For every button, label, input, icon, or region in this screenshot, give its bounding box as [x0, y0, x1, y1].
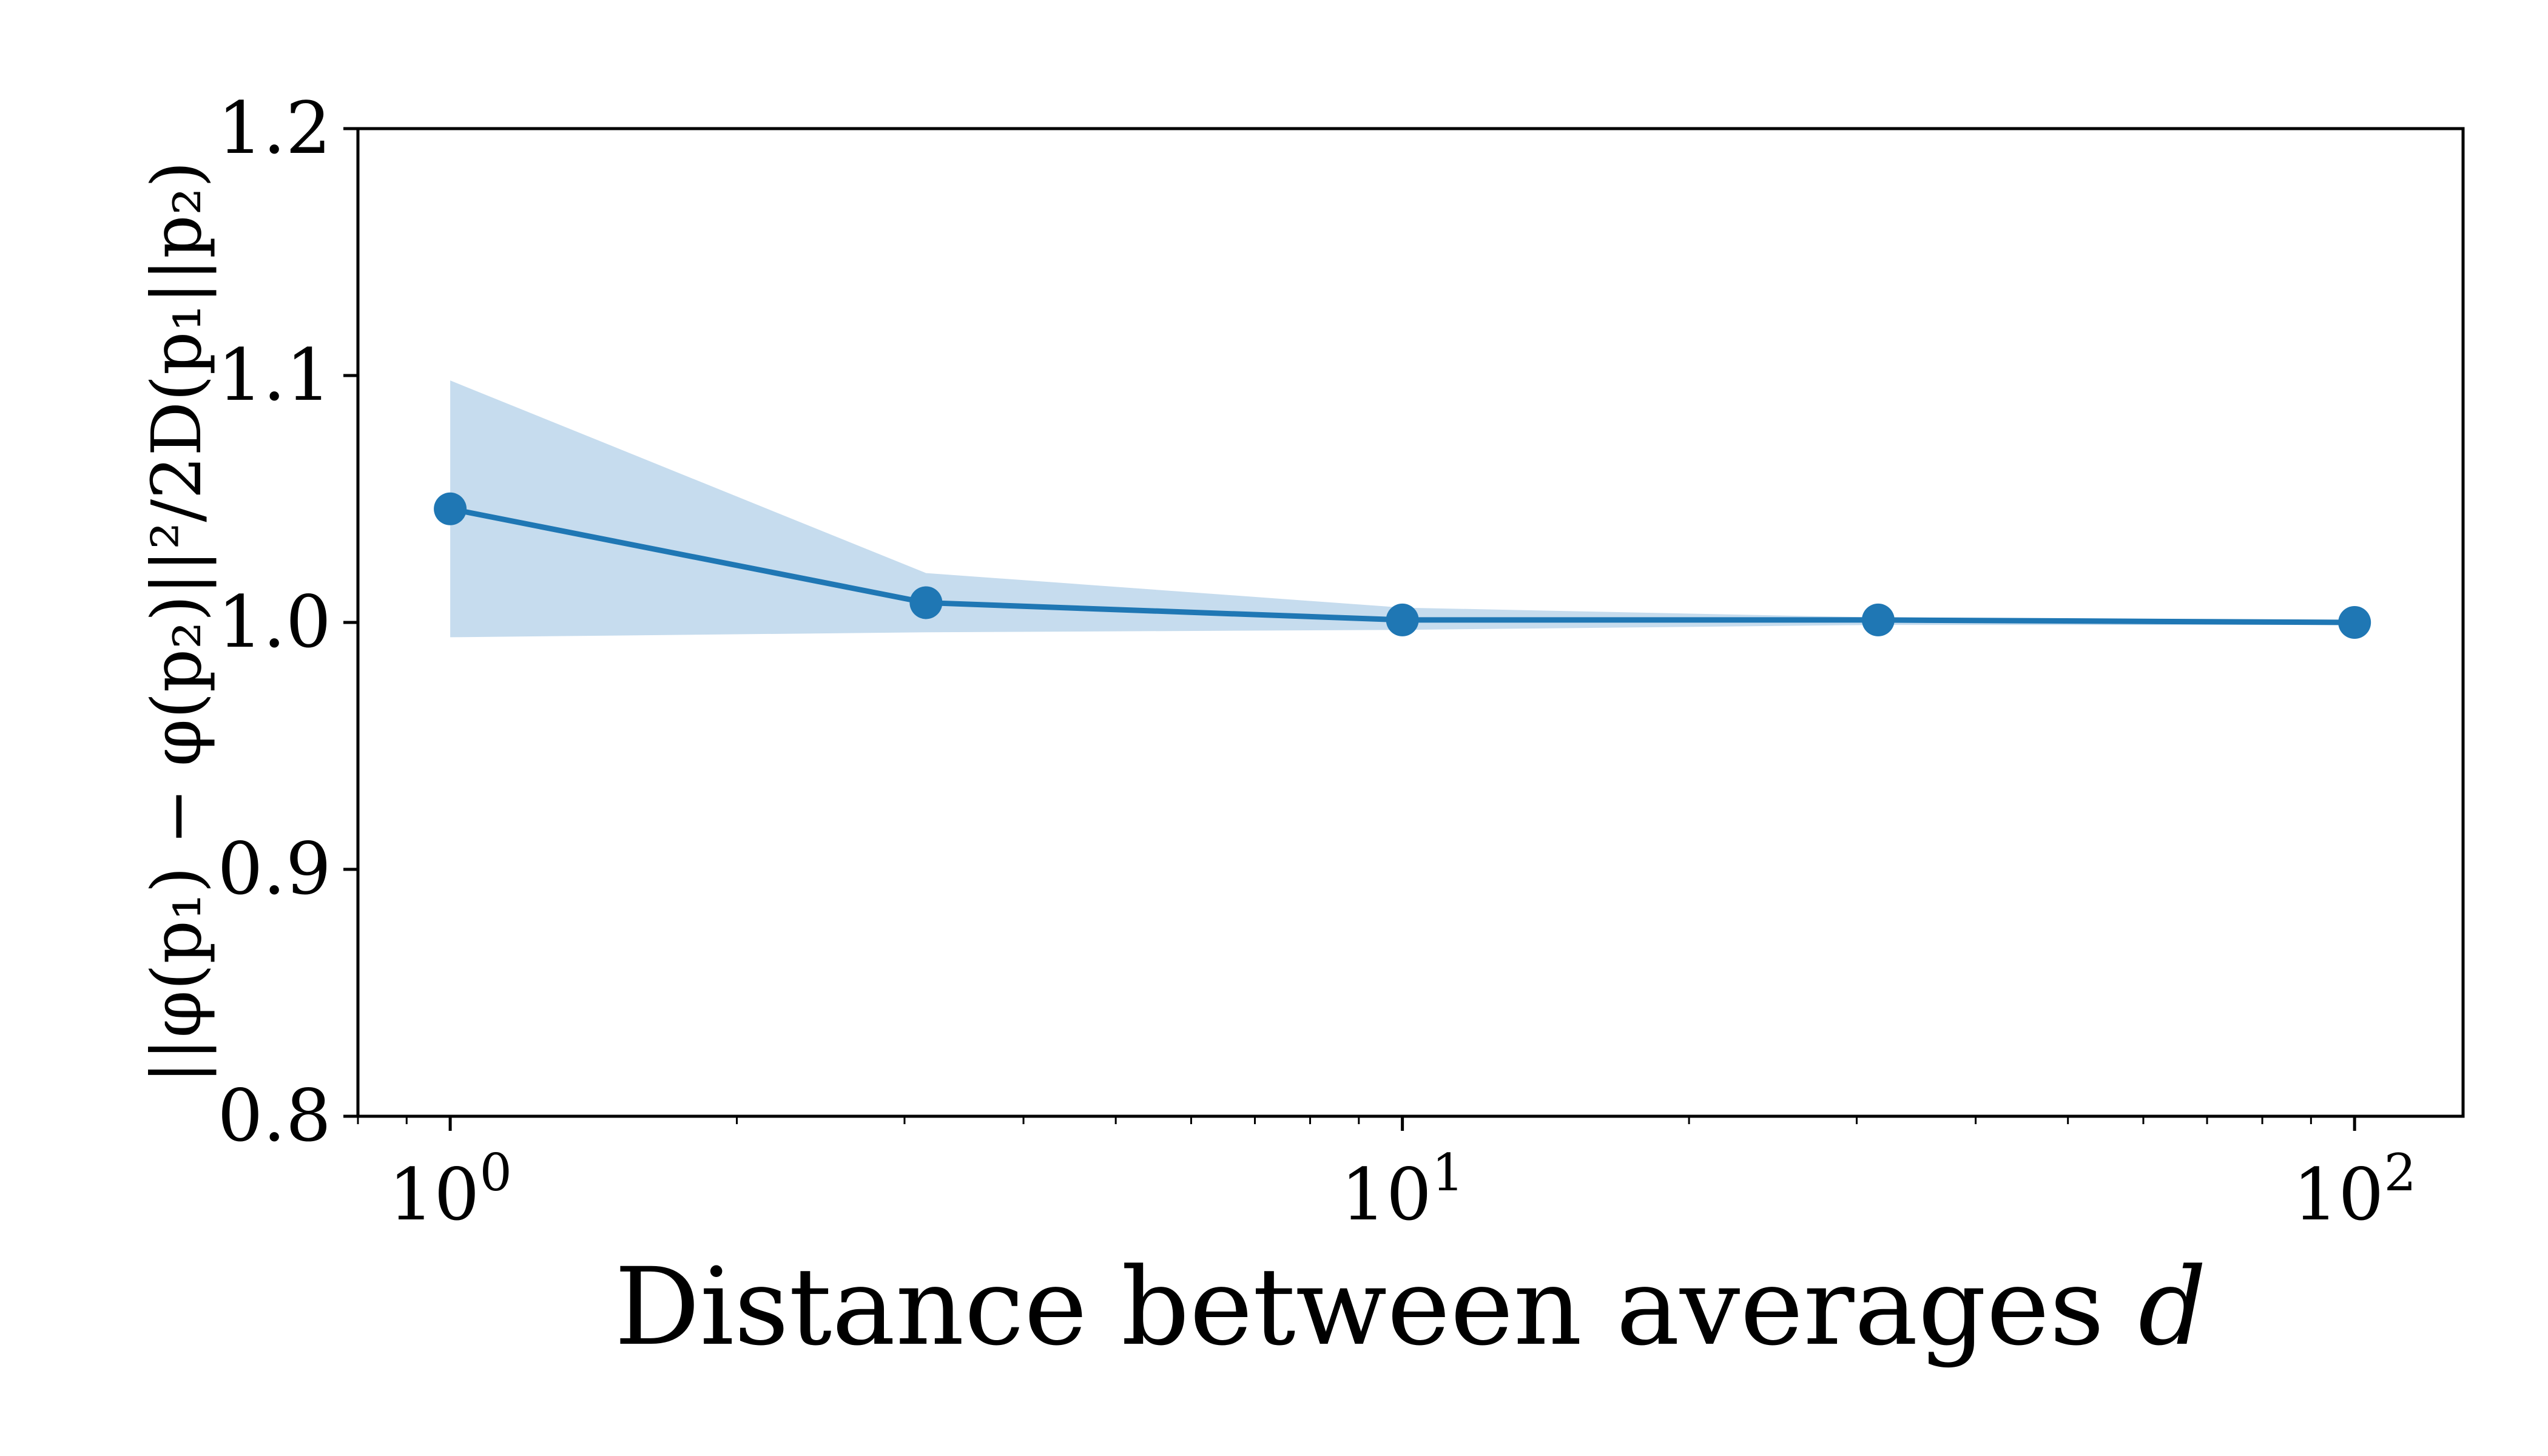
data-point [2338, 606, 2371, 639]
x-tick-label: 101 [1341, 1143, 1464, 1236]
y-tick-label: 1.0 [217, 580, 331, 664]
x-tick-label: 100 [388, 1143, 512, 1236]
confidence-band [450, 380, 2355, 638]
y-tick-label: 1.2 [217, 86, 331, 170]
data-point [909, 586, 943, 619]
data-point [1386, 603, 1419, 636]
y-axis-ticks: 0.8 0.9 1.0 1.1 1.2 [217, 86, 358, 1158]
y-tick-label: 0.8 [217, 1074, 331, 1158]
data-point [434, 492, 467, 525]
y-tick-label: 1.1 [217, 333, 331, 417]
confidence-band-layer [450, 380, 2355, 638]
x-axis-label: Distance between averages d [615, 1245, 2207, 1369]
x-axis-ticks: 100 101 102 [357, 1116, 2416, 1236]
y-tick-label: 0.9 [217, 827, 331, 911]
x-tick-label: 102 [2293, 1143, 2416, 1236]
data-markers [434, 492, 2371, 639]
y-axis-label: ||φ(p₁) − φ(p₂)||²/2D(p₁||p₂) [138, 161, 217, 1084]
data-point [1861, 603, 1895, 636]
